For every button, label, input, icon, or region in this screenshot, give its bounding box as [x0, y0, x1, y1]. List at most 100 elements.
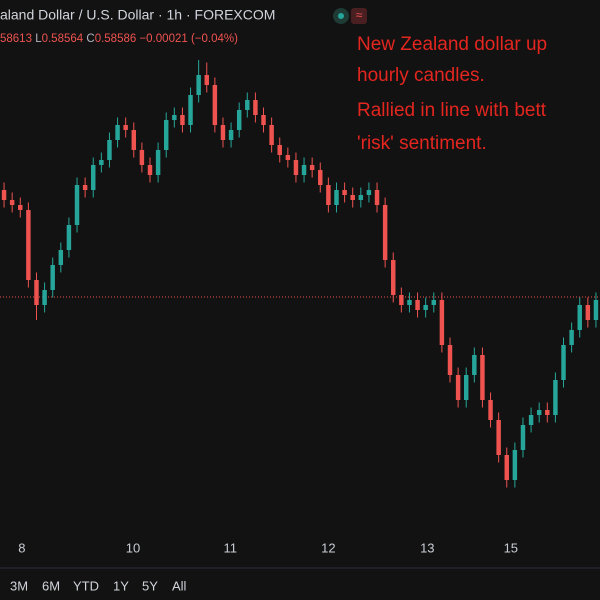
candle-body: [196, 75, 201, 95]
candle-body: [463, 375, 469, 400]
candle-body: [342, 190, 347, 195]
x-tick-label: 11: [224, 540, 238, 555]
x-tick-label: 13: [420, 540, 434, 555]
candle-body: [496, 420, 501, 455]
market-icon: [351, 8, 367, 24]
candle-body: [309, 165, 315, 170]
candle-body: [399, 295, 404, 305]
high-value: 58613: [0, 33, 32, 45]
x-tick-label: 10: [126, 540, 140, 555]
candle-body: [358, 195, 364, 200]
range-buttons: 3M 6M YTD 1Y 5Y All: [10, 578, 187, 593]
candle-body: [318, 170, 323, 185]
candle-body: [236, 110, 242, 130]
candle-body: [577, 305, 582, 330]
candle-body: [585, 305, 591, 320]
candle-body: [431, 300, 437, 305]
candle-body: [593, 300, 599, 320]
candle-body: [423, 305, 428, 310]
candle-body: [277, 145, 282, 155]
candle-body: [455, 375, 461, 400]
range-button[interactable]: 6M: [42, 578, 60, 593]
close-value: 0.58586: [95, 33, 137, 45]
candle-body: [334, 190, 339, 205]
range-button[interactable]: YTD: [73, 578, 99, 593]
candle-body: [99, 160, 104, 165]
market-icon-glyph: ≈: [356, 8, 363, 22]
candle-body: [42, 290, 47, 305]
ohlc-line: 58613 L0.58564 C0.58586 −0.00021 (−0.04%…: [0, 33, 238, 45]
candle-body: [228, 130, 234, 140]
candle-body: [107, 140, 112, 160]
change-value: −0.00021 (−0.04%): [139, 33, 238, 45]
status-dot: [338, 13, 344, 19]
candle-body: [1, 190, 7, 200]
candle-body: [472, 355, 477, 375]
candle-body: [391, 260, 396, 295]
candle-body: [253, 100, 258, 115]
range-button[interactable]: 3M: [10, 578, 28, 593]
candle-body: [269, 125, 274, 145]
candle-body: [212, 85, 218, 125]
candle-body: [131, 130, 137, 150]
annotation-line: Rallied in line with bett: [357, 100, 547, 121]
x-tick-label: 12: [321, 540, 335, 555]
candle-body: [172, 115, 177, 120]
candle-body: [439, 300, 445, 345]
candle-body: [382, 205, 388, 260]
range-button[interactable]: 1Y: [113, 578, 129, 593]
candle-body: [512, 450, 518, 480]
candle-body: [350, 195, 355, 200]
candle-body: [91, 165, 96, 190]
plot-area: [0, 60, 600, 488]
candle-body: [115, 125, 120, 140]
candle-body: [261, 115, 266, 125]
candle-body: [245, 100, 250, 110]
annotation: New Zealand dollar up hourly candles. Rall…: [357, 34, 547, 154]
range-button[interactable]: All: [172, 578, 187, 593]
candle-body: [569, 330, 574, 345]
annotation-line: hourly candles.: [357, 65, 485, 86]
annotation-line: New Zealand dollar up: [357, 34, 547, 55]
candle-body: [480, 355, 485, 400]
x-tick-label: 15: [504, 540, 518, 555]
candle-body: [74, 185, 80, 225]
candle-body: [528, 415, 534, 425]
candle-body: [407, 300, 412, 305]
candle-body: [9, 200, 15, 205]
candle-body: [155, 150, 161, 175]
candle-body: [520, 425, 526, 450]
candle-body: [553, 380, 558, 415]
annotation-line: 'risk' sentiment.: [357, 133, 487, 154]
candle-body: [123, 125, 128, 130]
candle-body: [180, 115, 185, 125]
candle-body: [147, 165, 153, 175]
candle-body: [415, 300, 420, 310]
candle-body: [139, 150, 145, 165]
candle-body: [26, 210, 31, 280]
candle-body: [326, 185, 331, 205]
candle-body: [504, 455, 509, 480]
candle-body: [82, 185, 88, 190]
x-tick-label: 8: [18, 540, 25, 555]
candle-body: [204, 75, 209, 85]
candle-body: [50, 265, 55, 290]
candle-body: [220, 125, 226, 140]
candle-body: [34, 280, 39, 305]
candle-body: [293, 160, 299, 175]
candle-body: [447, 345, 453, 375]
candle-body: [301, 165, 307, 175]
candle-body: [374, 190, 380, 205]
x-axis: 8 10 11 12 13 15: [18, 540, 518, 555]
candle-body: [366, 190, 372, 195]
candle-body: [536, 410, 542, 415]
range-button[interactable]: 5Y: [142, 578, 158, 593]
candle-body: [18, 205, 23, 210]
candle-body: [188, 95, 193, 125]
candle-body: [58, 250, 64, 265]
candle-body: [545, 410, 550, 415]
candle-body: [285, 155, 291, 160]
candle-body: [561, 345, 566, 380]
